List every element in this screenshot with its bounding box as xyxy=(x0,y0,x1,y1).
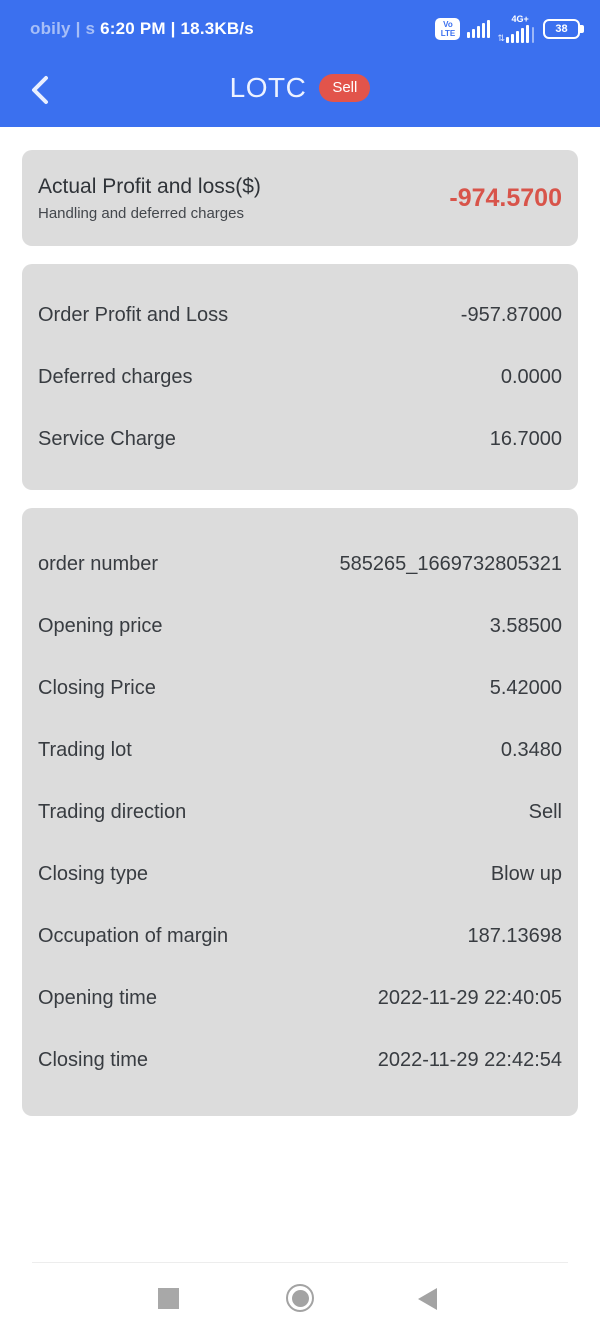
row-label: Closing time xyxy=(38,1048,149,1071)
row-value: 16.7000 xyxy=(489,427,562,450)
row-label: Trading direction xyxy=(38,800,187,823)
status-left-text: obily | s 6:20 PM | 18.3KB/s xyxy=(30,19,254,39)
actual-profit-loss-value: -974.5700 xyxy=(449,183,562,212)
network-type-label: 4G+ xyxy=(511,14,529,24)
volte-icon: Vo LTE xyxy=(435,18,461,40)
row-value: 2022-11-29 22:40:05 xyxy=(377,986,562,1009)
signal-bars-icon xyxy=(467,20,491,38)
row-value: 2022-11-29 22:42:54 xyxy=(377,1048,562,1071)
status-icons: Vo LTE 4G+ ⇅ 38 xyxy=(435,15,584,43)
row-label: Service Charge xyxy=(38,427,176,450)
carrier-label: obily | s xyxy=(30,19,96,38)
content-area: Actual Profit and loss($) Handling and d… xyxy=(0,150,600,1116)
battery-percent: 38 xyxy=(555,23,568,35)
title-bar: LOTC Sell xyxy=(0,64,600,112)
battery-icon: 38 xyxy=(543,19,584,39)
row-label: Closing type xyxy=(38,862,149,885)
row-label: order number xyxy=(38,552,159,575)
table-row: Opening time 2022-11-29 22:40:05 xyxy=(38,967,562,1029)
table-row: Trading lot 0.3480 xyxy=(38,719,562,781)
signal2-group: 4G+ ⇅ xyxy=(497,15,534,43)
row-value: Sell xyxy=(528,800,562,823)
row-label: Closing Price xyxy=(38,676,156,699)
row-value: Blow up xyxy=(490,862,562,885)
summary-subtitle: Handling and deferred charges xyxy=(38,204,244,222)
table-row: Closing type Blow up xyxy=(38,843,562,905)
table-row: Closing time 2022-11-29 22:42:54 xyxy=(38,1029,562,1091)
sim2-bar-icon xyxy=(532,27,534,43)
table-row: order number 585265_1669732805321 xyxy=(38,533,562,595)
android-nav-bar xyxy=(0,1262,600,1333)
row-label: Deferred charges xyxy=(38,365,193,388)
nav-divider xyxy=(32,1262,568,1263)
recents-square-icon[interactable] xyxy=(158,1288,179,1309)
row-label: Order Profit and Loss xyxy=(38,303,229,326)
row-value: 0.0000 xyxy=(500,365,562,388)
row-label: Trading lot xyxy=(38,738,132,761)
row-value: 0.3480 xyxy=(500,738,562,761)
table-row: Trading direction Sell xyxy=(38,781,562,843)
table-row: Occupation of margin 187.13698 xyxy=(38,905,562,967)
row-value: 3.58500 xyxy=(489,614,562,637)
signal-bars2-icon xyxy=(506,25,529,43)
back-triangle-icon[interactable] xyxy=(418,1288,437,1310)
charges-card: Order Profit and Loss -957.87000 Deferre… xyxy=(22,264,578,490)
row-label: Opening time xyxy=(38,986,157,1009)
order-details-card: order number 585265_1669732805321 Openin… xyxy=(22,508,578,1116)
row-label: Opening price xyxy=(38,614,163,637)
table-row: Order Profit and Loss -957.87000 xyxy=(38,284,562,346)
data-arrows-icon: ⇅ xyxy=(497,33,505,43)
table-row: Closing Price 5.42000 xyxy=(38,657,562,719)
app-header: obily | s 6:20 PM | 18.3KB/s Vo LTE 4G+ … xyxy=(0,0,600,127)
chevron-left-icon xyxy=(32,76,48,104)
home-circle-icon[interactable] xyxy=(286,1284,314,1312)
back-button[interactable] xyxy=(20,70,60,110)
table-row: Opening price 3.58500 xyxy=(38,595,562,657)
time-speed-label: 6:20 PM | 18.3KB/s xyxy=(100,19,254,38)
summary-title: Actual Profit and loss($) xyxy=(38,174,261,198)
row-value: -957.87000 xyxy=(460,303,562,326)
row-label: Occupation of margin xyxy=(38,924,229,947)
row-value: 187.13698 xyxy=(467,924,562,947)
row-value: 5.42000 xyxy=(489,676,562,699)
page-title: LOTC xyxy=(229,72,307,103)
profit-summary-card: Actual Profit and loss($) Handling and d… xyxy=(22,150,578,246)
table-row: Deferred charges 0.0000 xyxy=(38,346,562,408)
sell-direction-badge: Sell xyxy=(319,74,371,102)
table-row: Service Charge 16.7000 xyxy=(38,408,562,470)
status-bar: obily | s 6:20 PM | 18.3KB/s Vo LTE 4G+ … xyxy=(30,14,584,44)
row-value: 585265_1669732805321 xyxy=(339,552,562,575)
